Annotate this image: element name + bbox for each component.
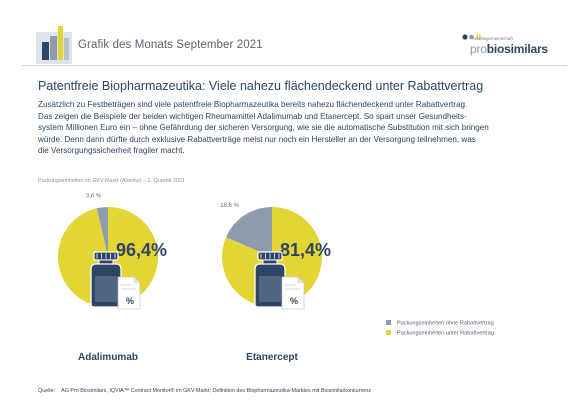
pie-slice-ohne-rabattvertrag xyxy=(96,207,108,257)
percent-symbol: % xyxy=(126,296,134,306)
intro-line: die Versorgungssicherheit fragiler macht… xyxy=(38,146,185,156)
chart-label: Etanercept xyxy=(246,352,298,363)
brand-name-suffix: biosimilars xyxy=(486,42,548,56)
data-label-ohne: 18,6 % xyxy=(220,203,239,209)
data-label-unter: 96,4% xyxy=(116,240,167,260)
pie-slice-ohne-rabattvertrag xyxy=(225,207,272,257)
legend-swatch-grey xyxy=(386,320,391,325)
data-label-ohne: 3,6 % xyxy=(86,193,102,199)
legend-item-unter: Packungseinheiten unter Rabattvertrag xyxy=(386,330,494,337)
percent-document-icon: % xyxy=(281,276,305,310)
brand-tagline: Arbeitsgemeinschaft xyxy=(472,36,513,41)
intro-line: Das zeigen die Beispiele der beiden wich… xyxy=(38,111,467,121)
source-text: AG Pro Biosimilars, IQVIA™ Contract Moni… xyxy=(61,388,371,394)
header-divider xyxy=(22,65,567,66)
chart-subtitle: Packungseinheiten im GKV-Markt (Absolut)… xyxy=(38,178,185,184)
legend-swatch-yellow xyxy=(386,330,391,335)
intro-line: Zusätzlich zu Festbeträgen sind viele pa… xyxy=(38,100,468,109)
brand-name-prefix: pro xyxy=(470,42,487,56)
page-title: Grafik des Monats September 2021 xyxy=(78,39,263,51)
legend-label: Packungseinheiten ohne Rabattvertrag xyxy=(397,320,494,327)
header-bar xyxy=(22,22,567,66)
source-label: Quelle: xyxy=(38,388,56,394)
legend-label: Packungseinheiten unter Rabattvertrag xyxy=(397,330,495,337)
chart-label: Adalimumab xyxy=(78,352,138,363)
bar-chart-logo-icon xyxy=(36,26,72,64)
headline: Patentfreie Biopharmazeutika: Viele nahe… xyxy=(38,79,484,93)
intro-line: system Millionen Euro ein – ohne Gefährd… xyxy=(38,123,489,133)
percent-symbol: % xyxy=(290,296,298,306)
legend-item-ohne: Packungseinheiten ohne Rabattvertrag xyxy=(386,320,494,327)
brand-logo: probiosimilars xyxy=(470,42,548,56)
data-label-unter: 81,4% xyxy=(280,240,331,260)
source-note: Quelle: AG Pro Biosimilars, IQVIA™ Contra… xyxy=(38,388,371,394)
brand-dots-icon xyxy=(462,34,481,40)
percent-document-icon: % xyxy=(117,276,141,310)
medicine-bottle-icon xyxy=(90,251,122,308)
intro-line: würde. Denn dann dürfte durch exklusive … xyxy=(38,134,476,144)
intro-text: Zusätzlich zu Festbeträgen sind viele pa… xyxy=(38,99,558,157)
medicine-bottle-icon xyxy=(254,251,286,308)
